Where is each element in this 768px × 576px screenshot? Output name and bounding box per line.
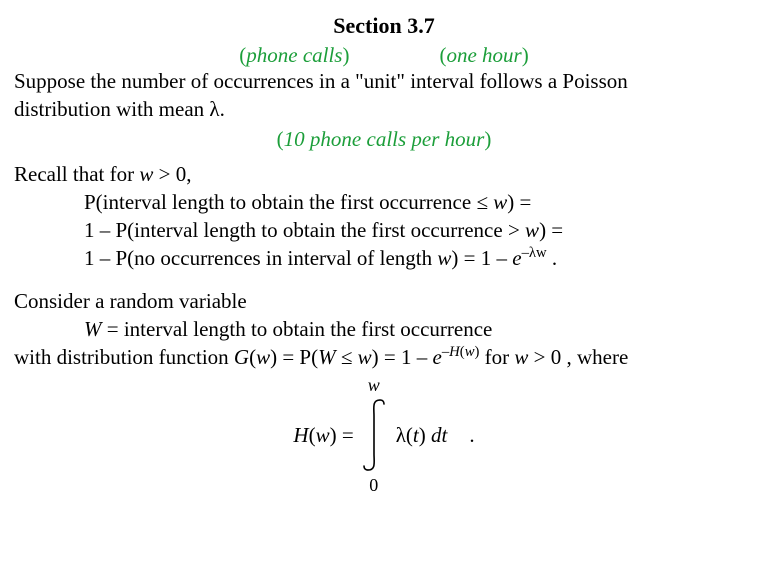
paragraph-suppose-1: Suppose the number of occurrences in a "… bbox=[14, 68, 754, 94]
prob-line-2: 1 – P(interval length to obtain the firs… bbox=[14, 217, 754, 243]
integral-sign-icon bbox=[360, 396, 388, 474]
annot-one-hour: (one hour) bbox=[439, 42, 528, 68]
section-title: Section 3.7 bbox=[14, 12, 754, 40]
integral-lower-limit: 0 bbox=[369, 476, 378, 494]
consider-line-3: with distribution function G(w) = P(W ≤ … bbox=[14, 344, 754, 370]
annot-rate: (10 phone calls per hour) bbox=[14, 126, 754, 152]
integral-integrand: λ(t) dt bbox=[396, 422, 448, 448]
annot-phone-calls: (phone calls) bbox=[239, 42, 349, 68]
integral-definition: H(w) = w 0 λ(t) dt . bbox=[14, 376, 754, 494]
integral-lhs: H(w) = bbox=[293, 422, 353, 448]
paragraph-suppose-2: distribution with mean λ. bbox=[14, 96, 754, 122]
integral-period: . bbox=[469, 422, 474, 448]
integral-upper-limit: w bbox=[368, 376, 380, 394]
consider-line-2: W = interval length to obtain the first … bbox=[14, 316, 754, 342]
annotation-row: (phone calls) (one hour) bbox=[14, 42, 754, 68]
consider-line-1: Consider a random variable bbox=[14, 288, 754, 314]
prob-line-3: 1 – P(no occurrences in interval of leng… bbox=[14, 245, 754, 271]
prob-line-1: P(interval length to obtain the first oc… bbox=[14, 189, 754, 215]
integral-sign-column: w 0 bbox=[360, 376, 388, 494]
recall-lead: Recall that for w > 0, bbox=[14, 161, 754, 187]
